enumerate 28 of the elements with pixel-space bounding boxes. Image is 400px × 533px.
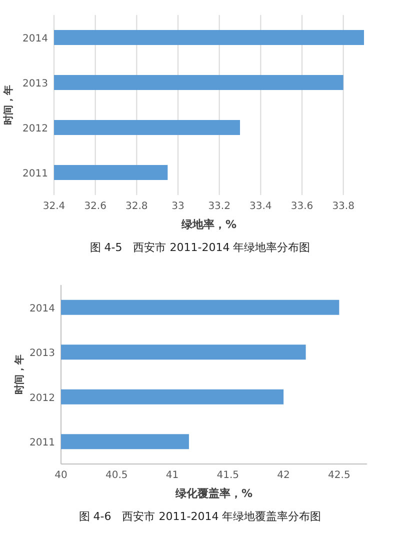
caption: 图 4-5 西安市 2011-2014 年绿地率分布图 <box>90 241 310 254</box>
x-tick-label: 32.8 <box>126 201 148 212</box>
x-axis-title: 绿地率，% <box>180 218 237 231</box>
y-tick-label: 2013 <box>30 348 55 360</box>
y-tick-label: 2012 <box>22 124 48 134</box>
x-tick-label: 33.6 <box>290 201 314 212</box>
y-axis-title: 时间，年 <box>14 354 26 394</box>
x-tick-label: 33 <box>172 201 184 212</box>
x-tick-label: 32.4 <box>42 201 66 212</box>
y-tick-label: 2011 <box>30 438 55 449</box>
x-tick-label: 40 <box>54 470 68 481</box>
x-tick-label: 41.5 <box>216 470 240 481</box>
x-axis-title: 绿化覆盖率，% <box>174 487 253 500</box>
y-tick-label: 2014 <box>22 34 48 44</box>
y-tick-label: 2012 <box>30 392 55 404</box>
x-tick-label: 33.8 <box>332 201 354 212</box>
x-tick-label: 32.6 <box>84 201 106 212</box>
x-tick-label: 42 <box>277 470 290 481</box>
x-tick-label: 41 <box>166 470 179 481</box>
x-tick-label: 40.5 <box>106 470 128 481</box>
x-tick-label: 33.4 <box>250 201 272 212</box>
y-axis-title: 时间，年 <box>2 85 15 125</box>
x-tick-label: 42.5 <box>328 470 350 481</box>
caption: 图 4-6 西安市 2011-2014 年绿地覆盖率分布图 <box>78 510 322 523</box>
y-tick-label: 2014 <box>30 303 55 314</box>
y-tick-label: 2013 <box>22 78 48 90</box>
y-tick-label: 2011 <box>22 168 48 180</box>
x-tick-label: 33.2 <box>208 201 230 212</box>
